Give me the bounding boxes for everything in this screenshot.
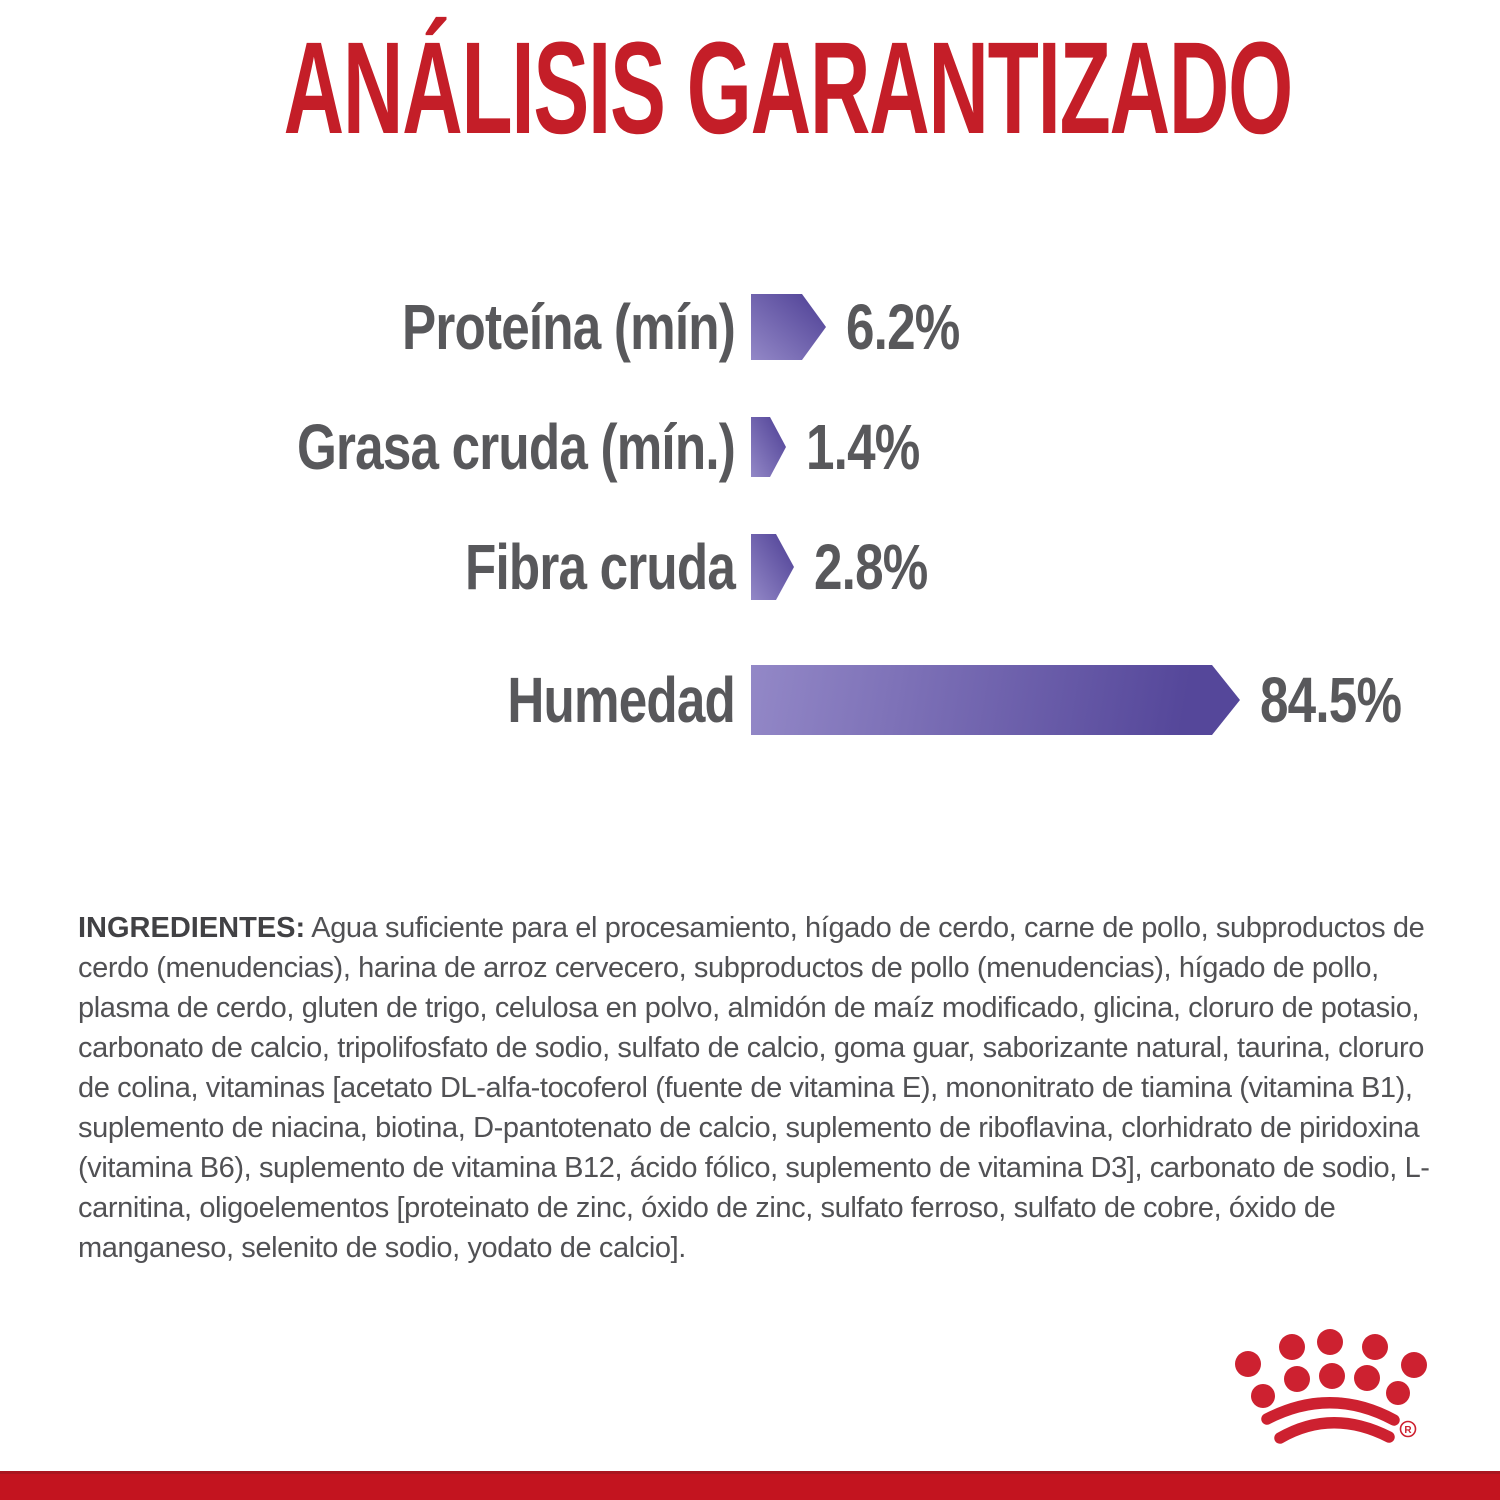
registered-trademark-icon: R (1399, 1420, 1417, 1438)
page-title: ANÁLISIS GARANTIZADO (283, 14, 1294, 161)
nutrient-value-grasa: 1.4% (806, 411, 920, 483)
nutrient-bar-proteina (751, 294, 826, 360)
title-container: ANÁLISIS GARANTIZADO (0, 22, 1500, 153)
royal-canin-crown-logo: R (1235, 1329, 1427, 1444)
nutrient-label-fibra: Fibra cruda (464, 531, 736, 603)
ingredients-heading: INGREDIENTES: (78, 912, 306, 944)
nutrient-bar-grasa (751, 417, 786, 477)
nutrient-bar-fibra (751, 534, 794, 600)
guaranteed-analysis-chart: Proteína (mín) 6.2% Grasa cruda (mín.) 1… (80, 287, 1436, 740)
analysis-row-humedad: Humedad 84.5% (80, 660, 1436, 740)
nutrient-bar-humedad (751, 665, 1240, 735)
nutrient-value-humedad: 84.5% (1260, 664, 1402, 736)
analysis-row-fibra: Fibra cruda 2.8% (80, 527, 956, 607)
svg-text:R: R (1404, 1425, 1412, 1436)
nutrient-value-fibra: 2.8% (814, 531, 928, 603)
nutrient-label-grasa: Grasa cruda (mín.) (297, 411, 736, 483)
crown-dots (1235, 1329, 1427, 1408)
nutrient-label-proteina: Proteína (mín) (402, 291, 736, 363)
analysis-row-grasa: Grasa cruda (mín.) 1.4% (80, 407, 948, 487)
ingredients-paragraph: INGREDIENTES: Agua suficiente para el pr… (78, 908, 1438, 1268)
analysis-row-proteina: Proteína (mín) 6.2% (80, 287, 988, 367)
crown-arcs (1261, 1397, 1400, 1444)
ingredients-text: Agua suficiente para el procesamiento, h… (78, 912, 1430, 1264)
bottom-red-strip (0, 1471, 1500, 1500)
nutrient-value-proteina: 6.2% (846, 291, 960, 363)
nutrient-label-humedad: Humedad (507, 664, 735, 736)
